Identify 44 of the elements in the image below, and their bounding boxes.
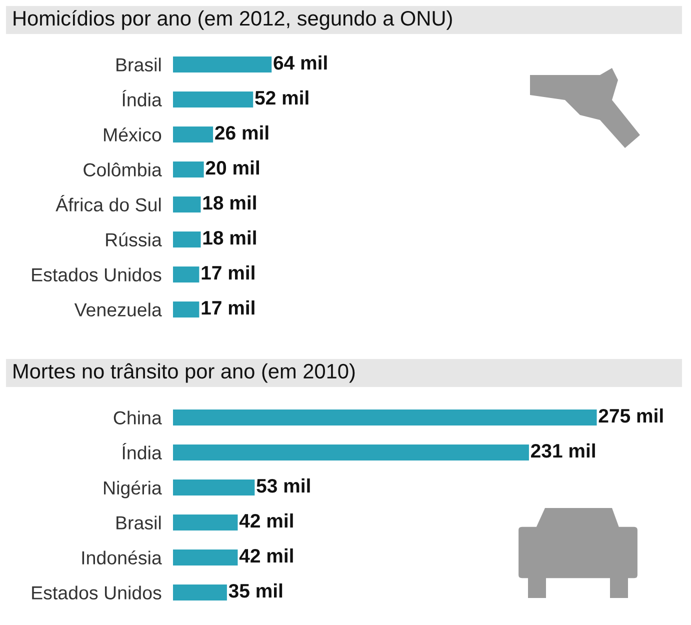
- data-label: 64 mil: [274, 55, 327, 70]
- y-tick-label: África do Sul: [56, 195, 161, 212]
- y-tick-label: Estados Unidos: [32, 268, 162, 282]
- bar: [173, 56, 272, 73]
- bar: [173, 196, 201, 213]
- y-tick-label: China: [114, 410, 162, 424]
- data-label: 42 mil: [239, 513, 293, 528]
- data-label: 53 mil: [256, 478, 310, 493]
- bar: [173, 91, 254, 108]
- y-tick-label: Indonésia: [82, 550, 162, 564]
- data-label: 18 mil: [203, 195, 256, 210]
- bar: [173, 301, 200, 318]
- y-tick-label: Venezuela: [74, 302, 162, 316]
- bar: [173, 231, 201, 248]
- data-label: 231 mil: [531, 443, 595, 458]
- y-tick-label: Rússia: [106, 232, 162, 246]
- y-tick-label: Brasil: [116, 516, 161, 530]
- bar: [173, 584, 227, 601]
- data-label: 26 mil: [215, 125, 268, 140]
- data-label: 17 mil: [202, 265, 254, 280]
- bar: [173, 549, 238, 566]
- data-label: 275 mil: [598, 408, 663, 423]
- data-label: 17 mil: [202, 300, 254, 315]
- bar: [173, 514, 238, 531]
- bar: [173, 479, 255, 496]
- data-label: 18 mil: [203, 230, 256, 245]
- chart-title: Mortes no trânsito por ano (em 2010): [14, 363, 355, 383]
- bar: [173, 161, 204, 178]
- data-label: 35 mil: [228, 583, 282, 598]
- y-tick-label: Nigéria: [104, 480, 162, 498]
- data-label: 52 mil: [255, 90, 308, 105]
- y-tick-label: Índia: [122, 90, 162, 106]
- bar: [173, 266, 200, 283]
- bar: [173, 409, 597, 426]
- y-tick-label: México: [104, 127, 162, 142]
- chart-title: Homicídios por ano (em 2012, segundo a ONU): [14, 10, 452, 30]
- y-tick-label: Colômbia: [84, 162, 162, 176]
- bar: [173, 126, 214, 143]
- data-label: 42 mil: [239, 548, 293, 563]
- y-tick-label: Índia: [122, 443, 162, 460]
- y-tick-label: Estados Unidos: [32, 586, 162, 600]
- data-label: 20 mil: [206, 160, 259, 175]
- bar: [173, 444, 529, 461]
- y-tick-label: Brasil: [116, 58, 161, 72]
